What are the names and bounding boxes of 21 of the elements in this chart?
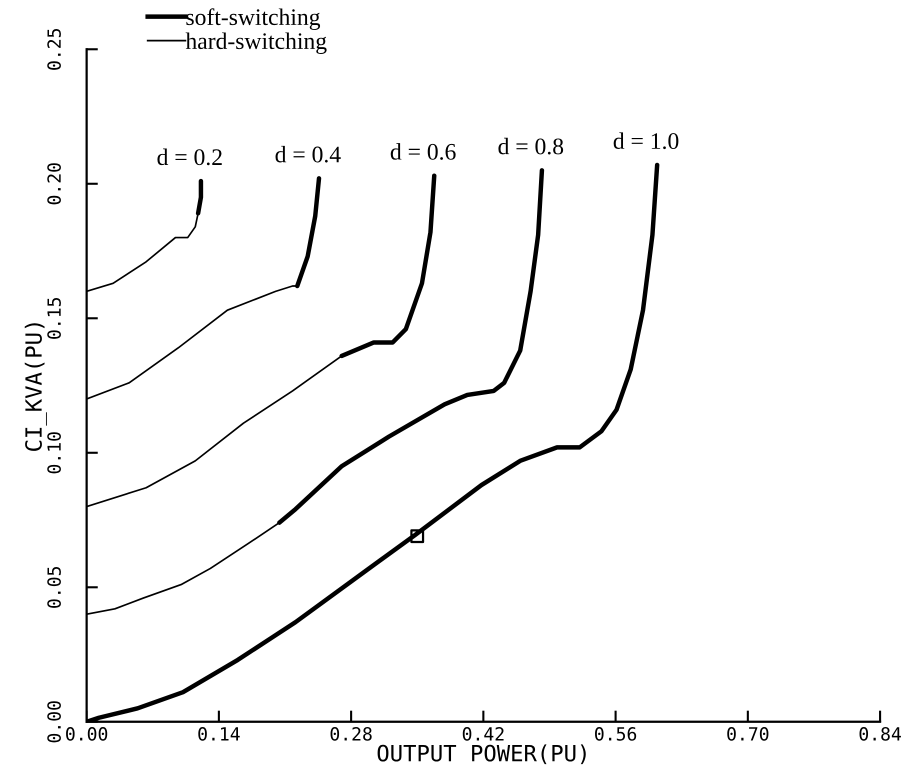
- x-tick-label: 0.28: [330, 727, 372, 741]
- legend-label: soft-switching: [186, 8, 320, 30]
- y-tick-label: 0.05: [47, 566, 61, 608]
- annotation: d = 0.8: [498, 138, 564, 155]
- annotation: d = 1.0: [614, 132, 678, 150]
- y-tick-label: 0.20: [47, 163, 61, 204]
- x-axis-title: OUTPUT POWER(PU): [378, 744, 586, 764]
- annotation: d = 0.6: [390, 143, 456, 160]
- annotation: d = 0.2: [157, 148, 222, 166]
- x-tick-label: 0.56: [595, 727, 636, 741]
- x-tick-label: 0.70: [727, 727, 768, 741]
- x-tick-label: 0.42: [462, 727, 504, 741]
- x-tick-label: 0.14: [198, 727, 240, 741]
- y-tick-label: 0.25: [47, 28, 61, 70]
- legend-label: hard-switching: [186, 32, 327, 54]
- y-tick-label: 0.15: [47, 298, 61, 339]
- x-tick-label: 0.84: [860, 727, 901, 741]
- y-axis-title: CI_KVA(PU): [24, 323, 47, 451]
- annotation: d = 0.4: [276, 146, 341, 163]
- x-tick-label: 0.00: [66, 727, 108, 741]
- y-tick-label: 0.10: [47, 432, 61, 474]
